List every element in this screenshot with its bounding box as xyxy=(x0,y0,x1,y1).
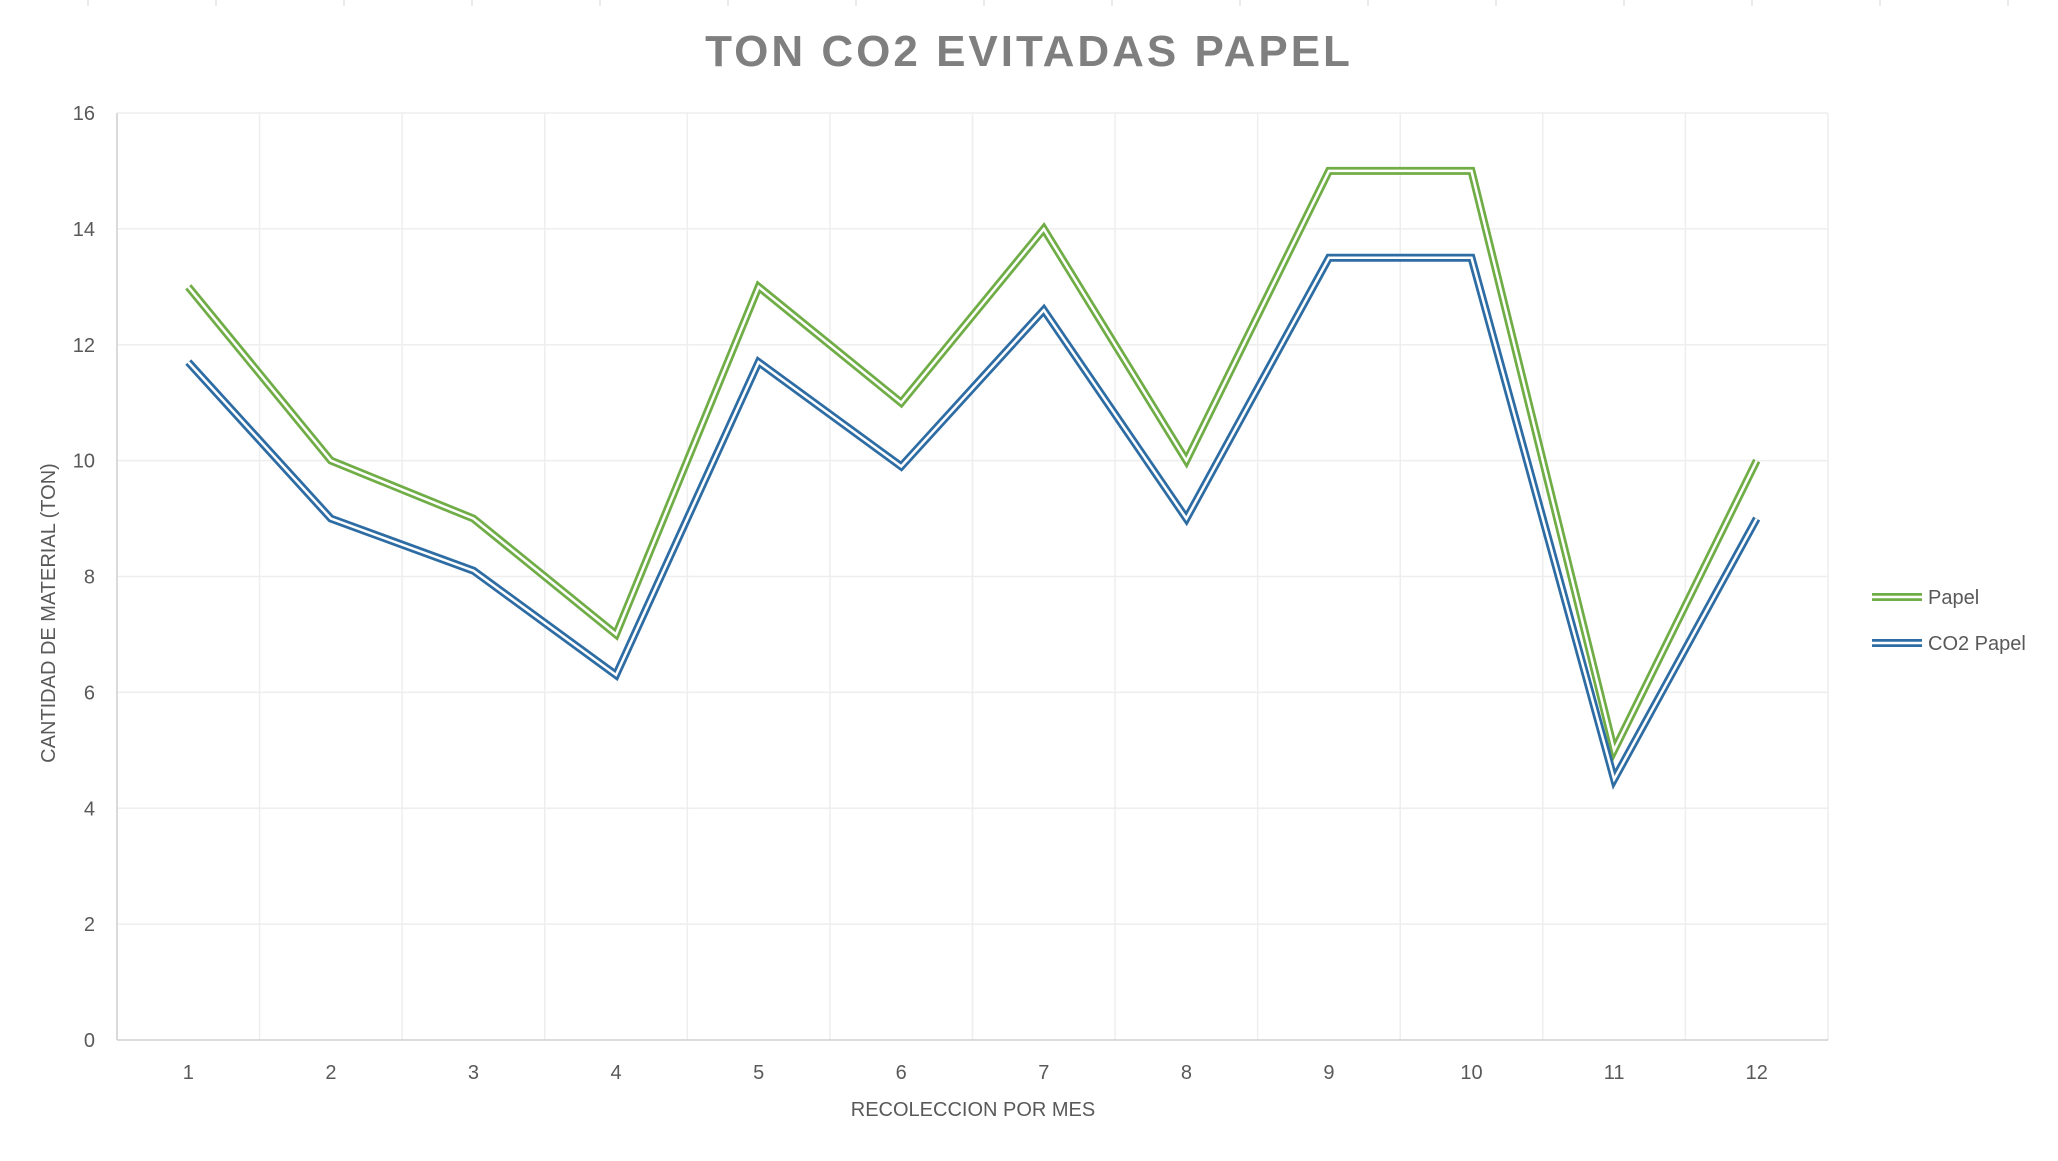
chart-title: TON CO2 EVITADAS PAPEL xyxy=(705,27,1353,76)
series-line-inner xyxy=(187,169,1758,754)
axes xyxy=(116,113,1828,1041)
legend-item: CO2 Papel xyxy=(1872,633,2026,655)
y-tick-label: 14 xyxy=(73,219,95,241)
x-tick-label: 9 xyxy=(1323,1062,1334,1084)
y-tick-label: 4 xyxy=(84,798,95,820)
x-tick-label: 11 xyxy=(1604,1062,1625,1084)
x-tick-label: 5 xyxy=(753,1062,764,1084)
y-tick-label: 2 xyxy=(84,914,95,936)
x-axis-title: RECOLECCION POR MES xyxy=(851,1099,1095,1121)
y-tick-label: 12 xyxy=(73,335,95,357)
x-tick-label: 1 xyxy=(183,1062,194,1084)
y-tick-label: 6 xyxy=(84,682,95,704)
x-tick-label: 7 xyxy=(1038,1062,1049,1084)
legend-item: Papel xyxy=(1872,587,1979,609)
x-axis-tick-labels: 1 2 3 4 5 6 7 8 9 10 11 12 xyxy=(183,1062,1768,1084)
x-tick-label: 6 xyxy=(896,1062,907,1084)
x-tick-label: 12 xyxy=(1746,1062,1768,1084)
legend-label: CO2 Papel xyxy=(1928,633,2026,655)
x-tick-label: 2 xyxy=(325,1062,336,1084)
series-co2-papel xyxy=(185,253,1761,790)
y-tick-label: 10 xyxy=(73,451,95,473)
y-axis-title: CANTIDAD DE MATERIAL (TON) xyxy=(38,463,60,763)
x-tick-label: 8 xyxy=(1181,1062,1192,1084)
legend-label: Papel xyxy=(1928,587,1979,609)
x-tick-label: 10 xyxy=(1460,1062,1482,1084)
y-tick-label: 0 xyxy=(84,1030,95,1052)
series-line-inner xyxy=(187,256,1758,783)
legend: Papel CO2 Papel xyxy=(1872,587,2026,655)
series-lines xyxy=(185,166,1761,790)
series-papel xyxy=(185,166,1761,762)
y-tick-label: 8 xyxy=(84,567,95,589)
y-tick-label: 16 xyxy=(73,103,95,125)
top-ruler-marks xyxy=(87,0,2009,6)
x-tick-label: 4 xyxy=(610,1062,621,1084)
x-tick-label: 3 xyxy=(468,1062,479,1084)
y-axis-tick-labels: 0 2 4 6 8 10 12 14 16 xyxy=(73,103,95,1052)
